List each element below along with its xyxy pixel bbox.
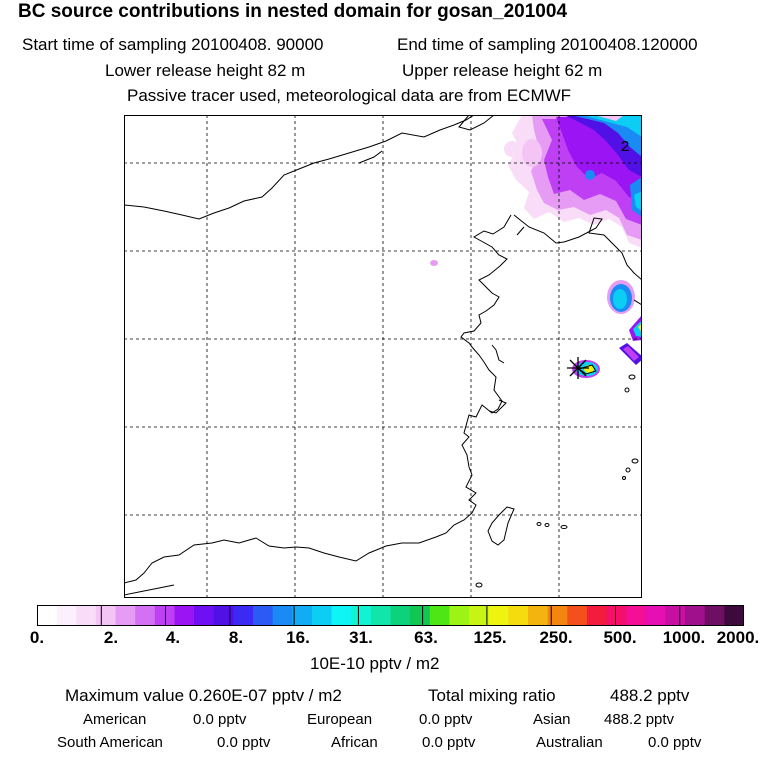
- colorbar-swatch: [449, 605, 470, 626]
- colorbar-swatch: [665, 605, 686, 626]
- colorbar-tick-label: 2.: [103, 628, 119, 647]
- colorbar-swatch: [272, 605, 293, 626]
- start-time: Start time of sampling 20100408. 90000: [22, 35, 324, 54]
- colorbar-tick-label: 0.: [29, 628, 45, 647]
- colorbar-swatch: [370, 605, 391, 626]
- total-mixing-ratio-label: Total mixing ratio: [428, 686, 556, 705]
- upper-release-height: Upper release height 62 m: [402, 61, 603, 80]
- colorbar-tick-label: 250.: [539, 628, 573, 647]
- colorbar: [37, 605, 744, 626]
- region-value: 488.2 pptv: [604, 711, 675, 728]
- colorbar-swatch: [508, 605, 529, 626]
- colorbar-swatch: [586, 605, 608, 626]
- colorbar-swatch: [95, 605, 117, 626]
- colorbar-swatch: [331, 605, 352, 626]
- colorbar-swatch: [213, 605, 234, 626]
- colorbar-tick-label: 125.: [473, 628, 507, 647]
- colorbar-swatch: [704, 605, 725, 626]
- region-name: American: [83, 711, 147, 728]
- region-name: South American: [57, 734, 163, 751]
- colorbar-swatch: [547, 605, 568, 626]
- maximum-value: Maximum value 0.260E-07 pptv / m2: [65, 686, 342, 705]
- region-name: Australian: [536, 734, 603, 751]
- tracer-info: Passive tracer used, meteorological data…: [127, 86, 572, 105]
- total-mixing-ratio-value: 488.2 pptv: [610, 686, 690, 705]
- colorbar-swatch: [253, 605, 274, 626]
- colorbar-swatch: [469, 605, 490, 626]
- colorbar-tick-label: 8.: [228, 628, 244, 647]
- colorbar-tick-label: 16.: [286, 628, 310, 647]
- colorbar-swatch: [311, 605, 333, 626]
- colorbar-swatch: [527, 605, 549, 626]
- colorbar-swatch: [626, 605, 647, 626]
- region-name: African: [331, 734, 378, 751]
- colorbar-swatch: [390, 605, 411, 626]
- map-title: BC source contributions in nested domain…: [18, 1, 568, 22]
- colorbar-tick-label: 4.: [165, 628, 181, 647]
- graticule: [124, 115, 642, 598]
- colorbar-swatch: [76, 605, 97, 626]
- region-name: Asian: [533, 711, 571, 728]
- region-value: 0.0 pptv: [648, 734, 702, 751]
- region-name: European: [307, 711, 373, 728]
- colorbar-tick-label: 500.: [603, 628, 637, 647]
- source-contribution-map: 2: [124, 115, 642, 598]
- lower-release-height: Lower release height 82 m: [105, 61, 306, 80]
- colorbar-swatch: [233, 605, 254, 626]
- region-value: 0.0 pptv: [422, 734, 476, 751]
- colorbar-swatch: [488, 605, 509, 626]
- colorbar-tick-label: 63.: [414, 628, 438, 647]
- colorbar-swatch: [606, 605, 627, 626]
- colorbar-swatch: [685, 605, 706, 626]
- colorbar-frame: [37, 605, 744, 626]
- region-value: 0.0 pptv: [217, 734, 271, 751]
- colorbar-tick-label: 1000.: [662, 628, 706, 647]
- region-value: 0.0 pptv: [419, 711, 473, 728]
- colorbar-units: 10E-10 pptv / m2: [310, 654, 440, 673]
- colorbar-swatch: [115, 605, 136, 626]
- colorbar-swatch: [410, 605, 431, 626]
- end-time: End time of sampling 20100408.120000: [397, 35, 698, 54]
- colorbar-swatch: [645, 605, 666, 626]
- colorbar-swatch: [351, 605, 372, 626]
- colorbar-tick-label: 2000.: [716, 628, 760, 647]
- map-frame: [124, 115, 642, 598]
- colorbar-swatch: [135, 605, 156, 626]
- region-value: 0.0 pptv: [193, 711, 247, 728]
- colorbar-swatch: [174, 605, 195, 626]
- colorbar-swatch: [194, 605, 215, 626]
- colorbar-swatch: [37, 605, 58, 626]
- colorbar-swatch: [724, 605, 744, 626]
- colorbar-swatch: [567, 605, 588, 626]
- receptor-marker: [567, 357, 589, 379]
- colorbar-tick-label: 31.: [349, 628, 373, 647]
- colorbar-swatch: [56, 605, 77, 626]
- colorbar-swatch: [154, 605, 175, 626]
- contour-label: 2: [621, 138, 629, 155]
- colorbar-swatch: [292, 605, 313, 626]
- colorbar-swatch: [429, 605, 450, 626]
